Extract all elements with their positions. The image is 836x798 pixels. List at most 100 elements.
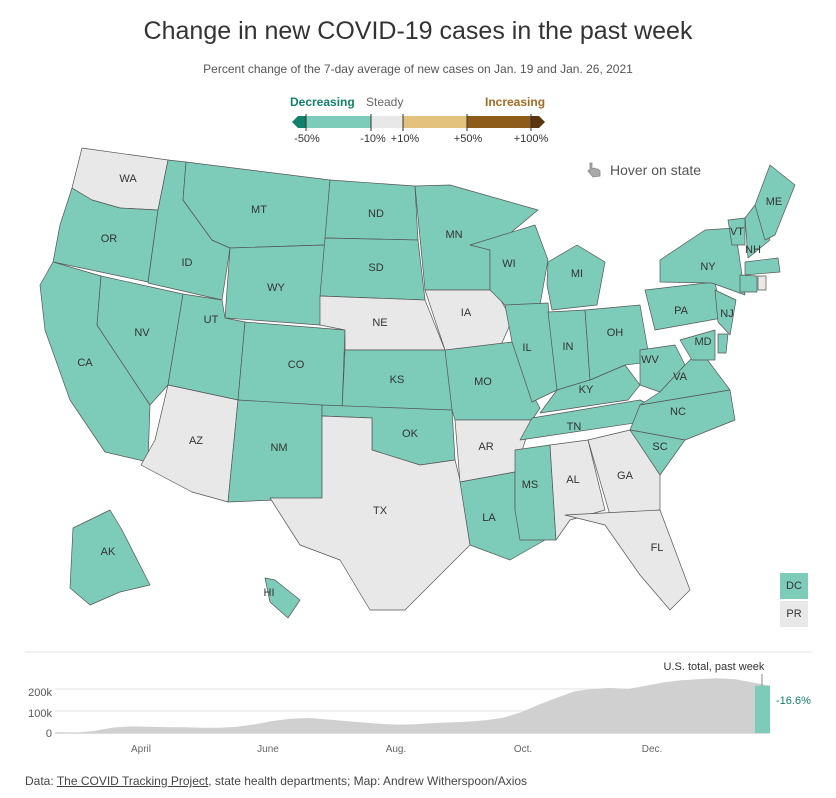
state-label-AL: AL <box>566 474 579 486</box>
state-IL[interactable] <box>504 302 558 403</box>
legend-swatch-steady <box>371 116 403 128</box>
x-tick-april: April <box>131 744 151 755</box>
state-label-IN: IN <box>563 341 574 353</box>
state-label-WA: WA <box>119 173 137 185</box>
state-label-FL: FL <box>651 542 664 554</box>
state-label-WY: WY <box>267 282 285 294</box>
state-MI[interactable] <box>546 244 606 311</box>
us-state-map: WA OR CA ID NV MT WY UT AZ CO NM ND SD NE KS OK TX MN IA MO… <box>39 147 796 619</box>
state-VA[interactable] <box>639 349 731 406</box>
chart-subtitle: Percent change of the 7-day average of n… <box>203 62 633 76</box>
legend-tick-minus-50: -50% <box>294 133 320 145</box>
state-DC[interactable]: DC <box>780 573 808 599</box>
legend-color-scale <box>292 114 545 131</box>
state-label-CA: CA <box>77 357 93 369</box>
legend-tick-plus-10: +10% <box>390 133 420 145</box>
state-label-NC: NC <box>670 406 686 418</box>
state-DE[interactable] <box>717 333 729 354</box>
state-label-NJ: NJ <box>720 308 733 320</box>
state-label-MN: MN <box>445 229 462 241</box>
y-tick-0: 0 <box>46 728 52 740</box>
state-label-AK: AK <box>101 546 116 558</box>
state-OH[interactable] <box>584 304 651 381</box>
state-label-TX: TX <box>373 505 388 517</box>
state-PR[interactable]: PR <box>780 601 808 627</box>
state-label-SC: SC <box>652 441 667 453</box>
trend-annotation-label: U.S. total, past week <box>664 661 765 673</box>
state-label-TN: TN <box>567 421 582 433</box>
state-MA[interactable] <box>744 257 781 276</box>
x-tick-june: June <box>257 744 279 755</box>
pointer-hand-icon <box>587 162 601 178</box>
hover-hint-label: Hover on state <box>610 162 702 178</box>
state-RI[interactable] <box>757 275 767 291</box>
y-tick-100k: 100k <box>28 708 52 720</box>
state-label-WV: WV <box>641 354 659 366</box>
state-label-OH: OH <box>607 327 624 339</box>
hover-hint: Hover on state <box>585 161 701 179</box>
state-label-UT: UT <box>204 314 219 326</box>
state-label-ID: ID <box>182 257 193 269</box>
state-label-HI: HI <box>264 587 275 599</box>
state-label-NH: NH <box>745 244 761 256</box>
state-label-AZ: AZ <box>189 435 203 447</box>
state-label-KS: KS <box>390 374 405 386</box>
footer-source-link[interactable]: The COVID Tracking Project <box>56 774 209 788</box>
x-tick-dec: Dec. <box>642 744 663 755</box>
state-MS[interactable] <box>514 444 557 541</box>
state-label-WI: WI <box>502 258 515 270</box>
state-label-PA: PA <box>674 305 689 317</box>
state-NC[interactable] <box>629 389 736 441</box>
state-NJ[interactable] <box>714 289 737 336</box>
state-label-GA: GA <box>617 470 634 482</box>
state-VT[interactable] <box>727 217 746 246</box>
us-total-trend-chart: U.S. total, past week -16.6% 200k 100k 0… <box>25 651 812 755</box>
legend-swatch-decrease <box>306 116 371 128</box>
legend-swatch-increase <box>403 116 467 128</box>
footer-credit: Data: The COVID Tracking Project, state … <box>25 774 527 788</box>
state-label-NV: NV <box>134 327 150 339</box>
footer-suffix: , state health departments; Map: Andrew … <box>208 774 528 788</box>
state-label-MO: MO <box>474 376 492 388</box>
state-AK[interactable] <box>69 509 151 606</box>
legend-decreasing-label: Decreasing <box>290 95 355 109</box>
state-label-ND: ND <box>368 208 384 220</box>
x-tick-oct: Oct. <box>514 744 532 755</box>
state-GA[interactable] <box>587 429 661 516</box>
trend-change-label: -16.6% <box>776 695 811 707</box>
state-TX[interactable] <box>269 415 471 611</box>
state-label-ME: ME <box>766 196 783 208</box>
legend-swatch-strong-increase <box>467 116 531 128</box>
state-label-NE: NE <box>372 317 387 329</box>
state-label-DC: DC <box>786 580 802 592</box>
state-label-IL: IL <box>522 342 531 354</box>
trend-latest-week-bar <box>755 685 770 733</box>
state-HI[interactable] <box>264 577 301 619</box>
state-label-NY: NY <box>700 261 716 273</box>
state-FL[interactable] <box>564 509 691 611</box>
legend-tick-plus-50: +50% <box>453 133 483 145</box>
x-tick-aug: Aug. <box>386 744 407 755</box>
state-label-IA: IA <box>461 307 472 319</box>
chart-title: Change in new COVID-19 cases in the past… <box>143 17 693 45</box>
state-label-CO: CO <box>288 359 305 371</box>
state-label-VA: VA <box>673 371 688 383</box>
state-MD[interactable] <box>679 329 716 361</box>
state-label-LA: LA <box>482 512 496 524</box>
state-NV[interactable] <box>96 275 184 406</box>
state-ME[interactable] <box>754 164 796 241</box>
state-label-KY: KY <box>579 384 594 396</box>
state-NY[interactable] <box>659 227 746 296</box>
state-label-MI: MI <box>571 268 583 280</box>
y-tick-200k: 200k <box>28 687 52 699</box>
state-label-AR: AR <box>478 441 493 453</box>
legend-swatch-strong-decrease <box>292 116 306 128</box>
state-NH[interactable] <box>744 204 771 259</box>
legend-swatch-max-increase <box>531 116 545 128</box>
state-label-OR: OR <box>101 233 118 245</box>
state-CT[interactable] <box>739 274 758 293</box>
state-IA[interactable] <box>424 289 513 353</box>
state-label-SD: SD <box>368 262 383 274</box>
legend-increasing-label: Increasing <box>485 95 546 109</box>
legend-tick-minus-10: -10% <box>360 133 386 145</box>
